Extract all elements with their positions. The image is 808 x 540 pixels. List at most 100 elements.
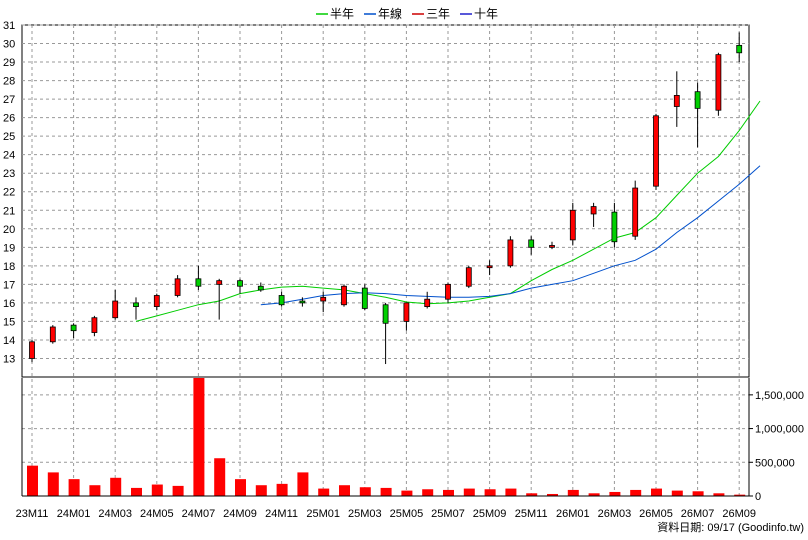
- x-tick-label: 23M11: [16, 508, 49, 520]
- volume-bar: [68, 479, 80, 496]
- volume-bar: [484, 489, 496, 496]
- volume-tick-label: 500,000: [755, 457, 795, 469]
- candle-body: [632, 187, 639, 237]
- volume-bar: [89, 485, 101, 496]
- candle-body: [715, 54, 722, 111]
- x-tick-label: 25M09: [473, 508, 507, 520]
- volume-bar: [692, 491, 704, 496]
- volume-bar: [505, 488, 517, 496]
- candle-body: [507, 239, 514, 267]
- x-tick-label: 24M03: [98, 508, 132, 520]
- candle-body: [341, 285, 347, 306]
- price-tick-label: 23: [3, 168, 15, 180]
- volume-bar: [526, 493, 538, 496]
- candle-body: [49, 326, 56, 343]
- price-tick-label: 30: [3, 39, 15, 51]
- volume-bar: [401, 490, 413, 496]
- price-tick-label: 27: [3, 94, 15, 106]
- price-tick-label: 18: [3, 261, 15, 273]
- volume-bar: [422, 489, 434, 496]
- source-note: 資料日期: 09/17 (Goodinfo.tw): [657, 520, 804, 534]
- candle-body: [153, 295, 160, 308]
- price-tick-label: 14: [3, 335, 15, 347]
- price-tick-label: 16: [3, 298, 15, 310]
- volume-bar: [463, 488, 475, 496]
- x-tick-label: 26M09: [722, 508, 756, 520]
- legend-label: 年線: [378, 6, 402, 21]
- x-tick-label: 25M03: [348, 508, 382, 520]
- price-tick-label: 24: [3, 150, 15, 162]
- volume-bar: [193, 378, 205, 496]
- price-tick-label: 22: [3, 187, 15, 199]
- volume-bar: [630, 489, 642, 496]
- x-tick-label: 24M11: [265, 508, 298, 520]
- candle-body: [549, 245, 555, 248]
- x-tick-label: 25M01: [306, 508, 340, 520]
- volume-bar: [235, 479, 246, 496]
- volume-bar: [172, 485, 184, 496]
- legend-label: 半年: [330, 7, 354, 21]
- candle-body: [403, 302, 410, 322]
- volume-bar: [380, 487, 392, 496]
- candle-body: [257, 285, 264, 291]
- price-tick-label: 19: [3, 242, 15, 254]
- volume-bar: [214, 458, 226, 496]
- candle-body: [653, 115, 659, 187]
- candle-body: [70, 324, 77, 332]
- volume-layer: [27, 378, 746, 496]
- candle-body: [278, 295, 285, 306]
- candle-body: [299, 300, 306, 304]
- legend-label: 三年: [426, 7, 450, 21]
- volume-bar: [588, 493, 600, 496]
- volume-bar: [651, 488, 662, 496]
- legend: 半年 年線 三年 十年: [316, 6, 498, 21]
- price-tick-label: 13: [3, 353, 15, 365]
- volume-tick-label: 1,000,000: [755, 424, 804, 436]
- candle-body: [91, 317, 98, 333]
- x-tick-label: 25M05: [390, 508, 424, 520]
- x-tick-label: 25M07: [431, 508, 465, 520]
- candle-body: [195, 278, 202, 287]
- axis-layer: 13 14 15 16 17 18 19 20 21 22 23 24 25 26 27 28 29 30 31 23…: [3, 20, 804, 520]
- volume-bar: [151, 484, 163, 496]
- legend-label: 十年: [474, 7, 498, 21]
- volume-bar: [567, 489, 579, 496]
- volume-bar: [255, 485, 267, 496]
- candle-body: [694, 91, 701, 109]
- price-tick-label: 26: [3, 113, 15, 125]
- volume-bar: [110, 477, 122, 496]
- price-tick-label: 25: [3, 131, 15, 143]
- candle-body: [528, 239, 535, 248]
- volume-bar: [359, 487, 371, 496]
- volume-bar: [276, 483, 288, 496]
- price-tick-label: 28: [3, 76, 15, 88]
- grid-layer: [22, 24, 749, 496]
- x-tick-label: 26M01: [556, 508, 590, 520]
- volume-tick-label: 0: [755, 491, 761, 503]
- price-tick-label: 17: [3, 279, 15, 291]
- volume-bar: [734, 494, 746, 496]
- volume-bar: [547, 493, 558, 496]
- price-tick-label: 29: [3, 57, 15, 69]
- candle-body: [590, 206, 597, 215]
- candle-body: [174, 278, 181, 296]
- price-tick-label: 21: [3, 205, 15, 217]
- volume-bar: [297, 472, 309, 496]
- candle-body: [486, 265, 493, 269]
- volume-bar: [131, 487, 142, 496]
- volume-bar: [47, 472, 59, 496]
- price-tick-label: 31: [3, 20, 15, 32]
- x-tick-label: 25M11: [515, 508, 548, 520]
- candle-body: [673, 95, 680, 107]
- x-tick-label: 24M05: [140, 508, 174, 520]
- candle-body: [237, 280, 243, 287]
- volume-bar: [318, 488, 330, 496]
- candlestick-layer: [29, 32, 743, 365]
- x-tick-label: 24M01: [57, 508, 91, 520]
- candle-body: [216, 280, 223, 285]
- volume-tick-label: 1,500,000: [755, 390, 804, 402]
- volume-bar: [443, 489, 454, 496]
- volume-bar: [713, 493, 725, 496]
- x-tick-label: 26M07: [681, 508, 715, 520]
- volume-bar: [339, 485, 350, 496]
